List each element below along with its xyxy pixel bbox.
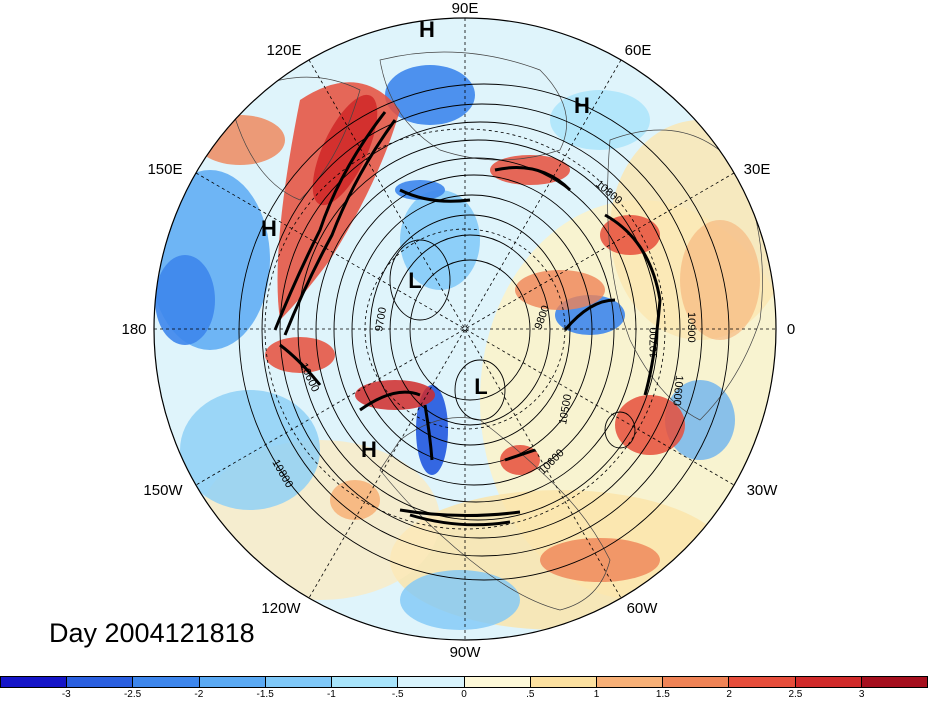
colorbar-labels: -3 -2.5 -2 -1.5 -1 -.5 0 .5 1 1.5 2 2.5 3 (0, 689, 928, 702)
contour-label: 10900 (685, 312, 697, 343)
colorbar-swatch (67, 677, 134, 687)
colorbar-tick-label: .5 (526, 689, 535, 700)
lon-label-60e: 60E (625, 42, 652, 59)
colorbar-swatch (265, 677, 333, 687)
colorbar-swatch (464, 677, 531, 687)
colorbar-swatch (795, 677, 862, 687)
colorbar-tick-label: 3 (858, 689, 865, 700)
colorbar-tick-label: 2.5 (788, 689, 803, 700)
lon-label-30w: 30W (747, 482, 779, 499)
colorbar-tick-label: -2.5 (123, 689, 142, 700)
high-center: H (361, 437, 377, 462)
high-center: H (261, 216, 277, 241)
colorbar-tick-label: 2 (726, 689, 732, 700)
lon-label-60w: 60W (627, 600, 659, 617)
lon-label-90e: 90E (452, 0, 479, 17)
colorbar-tick-label: -2 (194, 689, 204, 700)
lon-label-90w: 90W (450, 644, 482, 661)
colorbar-tick-label: -1 (326, 689, 336, 700)
high-center: H (574, 93, 590, 118)
pressure-centers: H H H H L L (261, 17, 590, 462)
contour-label: 10700 (648, 327, 660, 358)
lon-label-150e: 150E (147, 161, 182, 178)
colorbar (0, 676, 928, 688)
colorbar-tick-label: 0 (461, 689, 467, 700)
contour-label: 10600 (670, 375, 685, 407)
date-title: Day 2004121818 (49, 618, 255, 648)
colorbar-tick-label: 1 (593, 689, 600, 700)
colorbar-swatch (729, 677, 796, 687)
colorbar-tick-label: 1.5 (655, 689, 670, 700)
map-boundary (153, 17, 777, 641)
colorbar-swatch (1, 677, 68, 687)
graticule (154, 18, 776, 640)
lon-label-30e: 30E (744, 161, 771, 178)
colorbar-swatch (663, 677, 730, 687)
jet-contours (273, 111, 662, 527)
lon-label-120w: 120W (261, 600, 301, 617)
lon-label-180: 180 (121, 321, 146, 338)
colorbar-swatch (199, 677, 266, 687)
colorbar-swatch (530, 677, 597, 687)
colorbar-swatch (398, 677, 465, 687)
lon-label-120e: 120E (266, 42, 301, 59)
colorbar-swatch (596, 677, 664, 687)
colorbar-tick-label: -1.5 (256, 689, 274, 700)
contour-label: 9700 (373, 306, 389, 332)
colorbar-swatch (133, 677, 200, 687)
colorbar-swatch (332, 677, 399, 687)
lon-label-0: 0 (787, 321, 795, 338)
lon-label-150w: 150W (143, 482, 183, 499)
contour-label: 10500 (557, 393, 574, 425)
colorbar-tick-label: -.5 (391, 689, 404, 700)
colorbar-swatch (861, 677, 928, 687)
low-center: L (474, 374, 487, 399)
longitude-labels: 90E 60E 120E 150E 30E 180 0 150W 30W 120… (121, 0, 795, 661)
high-center: H (419, 17, 435, 42)
low-center: L (408, 268, 421, 293)
colorbar-tick-label: -3 (61, 689, 71, 700)
